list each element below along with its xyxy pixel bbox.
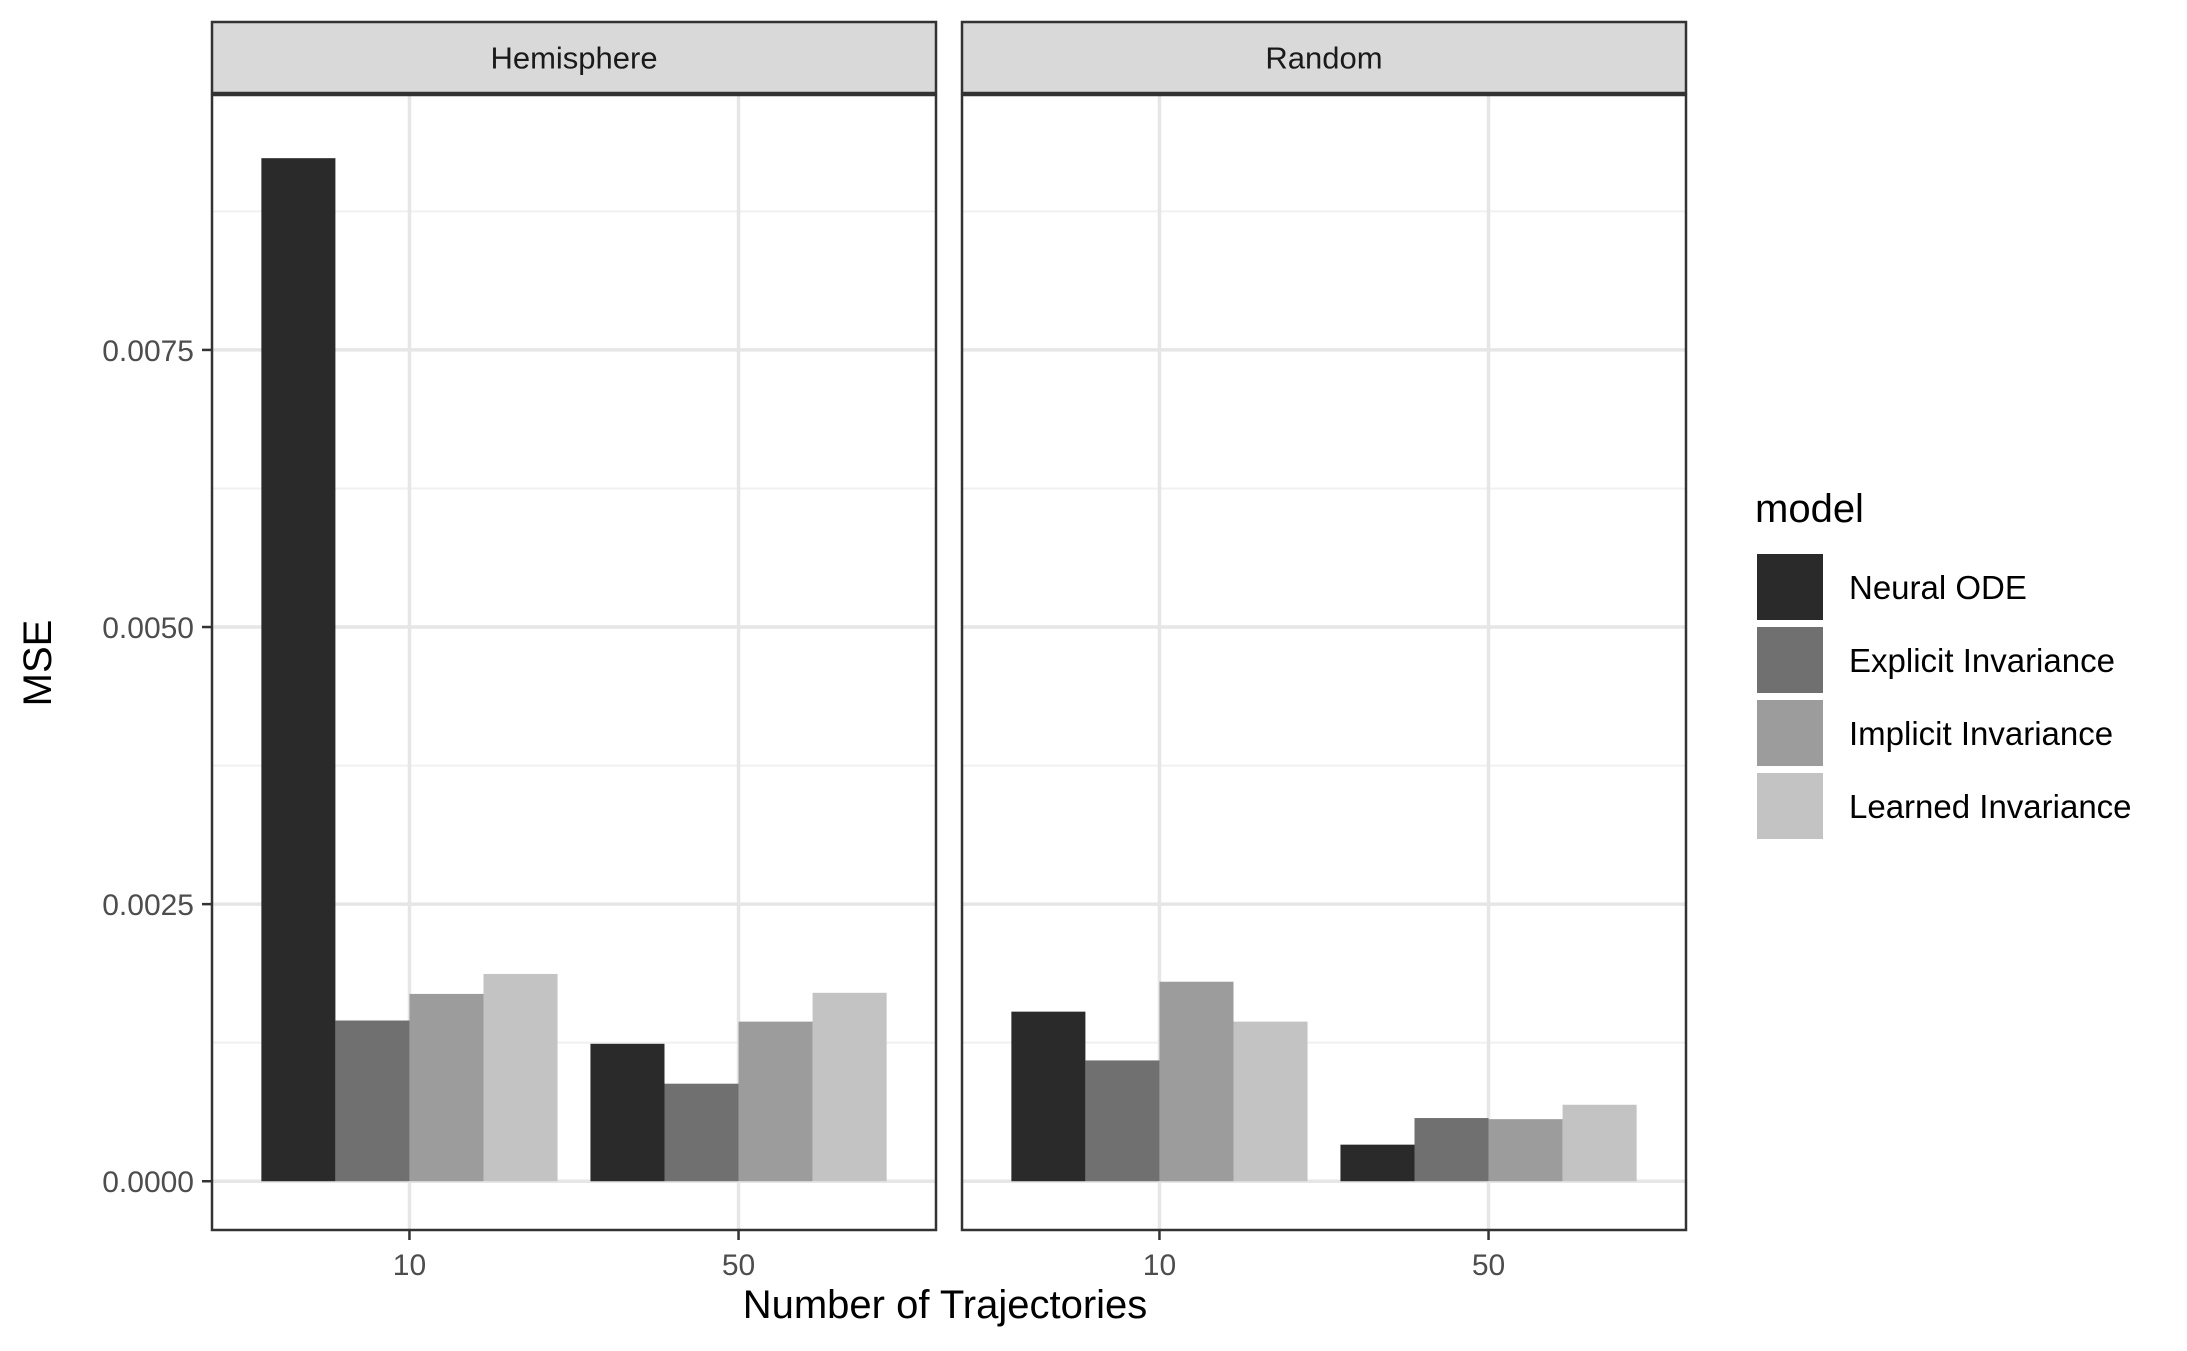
x-tick-label: 10 [393, 1249, 426, 1282]
bar-random-learned-invariance-50 [1562, 1104, 1637, 1182]
legend-key [1757, 773, 1823, 839]
bar-hemisphere-neural-ode-50 [590, 1043, 665, 1182]
facet-panels: Hemisphere Random [210, 20, 1688, 1232]
panel-border [210, 93, 938, 1232]
y-tick-label: 0.0025 [102, 889, 194, 922]
bar-hemisphere-neural-ode-10 [261, 158, 336, 1182]
legend: model Neural ODE Explicit Invariance Impli… [1755, 487, 2132, 839]
bar-random-implicit-invariance-10 [1159, 981, 1234, 1182]
legend-label: Neural ODE [1849, 569, 2027, 606]
legend-label: Implicit Invariance [1849, 715, 2113, 752]
bar-random-implicit-invariance-50 [1488, 1119, 1563, 1182]
facet-strip [960, 20, 1688, 95]
bar-hemisphere-learned-invariance-50 [812, 992, 887, 1182]
facet-panel-hemisphere: Hemisphere [210, 20, 938, 1232]
bar-random-explicit-invariance-50 [1414, 1118, 1489, 1182]
facet-strip-label: Hemisphere [490, 41, 657, 76]
panel-border [960, 93, 1688, 1232]
bar-hemisphere-explicit-invariance-10 [335, 1020, 410, 1182]
bar-random-learned-invariance-10 [1233, 1021, 1308, 1182]
bar-hemisphere-implicit-invariance-10 [409, 993, 484, 1182]
facet-strip [210, 20, 938, 95]
x-axis-title: Number of Trajectories [743, 1283, 1148, 1327]
legend-label: Explicit Invariance [1849, 642, 2115, 679]
y-axis-title: MSE [16, 620, 60, 707]
bar-random-neural-ode-10 [1011, 1011, 1086, 1182]
y-axis: 0.0000 0.0025 0.0050 0.0075 [102, 335, 212, 1199]
bar-hemisphere-implicit-invariance-50 [738, 1021, 813, 1182]
bar-hemisphere-explicit-invariance-50 [664, 1083, 739, 1182]
y-tick-label: 0.0000 [102, 1166, 194, 1199]
y-tick-label: 0.0075 [102, 335, 194, 368]
x-tick-label: 50 [1472, 1249, 1505, 1282]
facet-panel-random: Random [960, 20, 1688, 1232]
bar-random-explicit-invariance-10 [1085, 1060, 1160, 1182]
bar-random-neural-ode-50 [1340, 1144, 1415, 1182]
x-axis: 10 50 10 50 [393, 1230, 1505, 1282]
legend-key [1757, 554, 1823, 620]
x-tick-label: 10 [1143, 1249, 1176, 1282]
legend-key [1757, 627, 1823, 693]
legend-label: Learned Invariance [1849, 788, 2132, 825]
legend-key [1757, 700, 1823, 766]
x-tick-label: 50 [722, 1249, 755, 1282]
facet-strip-label: Random [1265, 41, 1382, 76]
legend-title: model [1755, 487, 1864, 531]
y-tick-label: 0.0050 [102, 612, 194, 645]
bar-hemisphere-learned-invariance-10 [483, 973, 558, 1182]
